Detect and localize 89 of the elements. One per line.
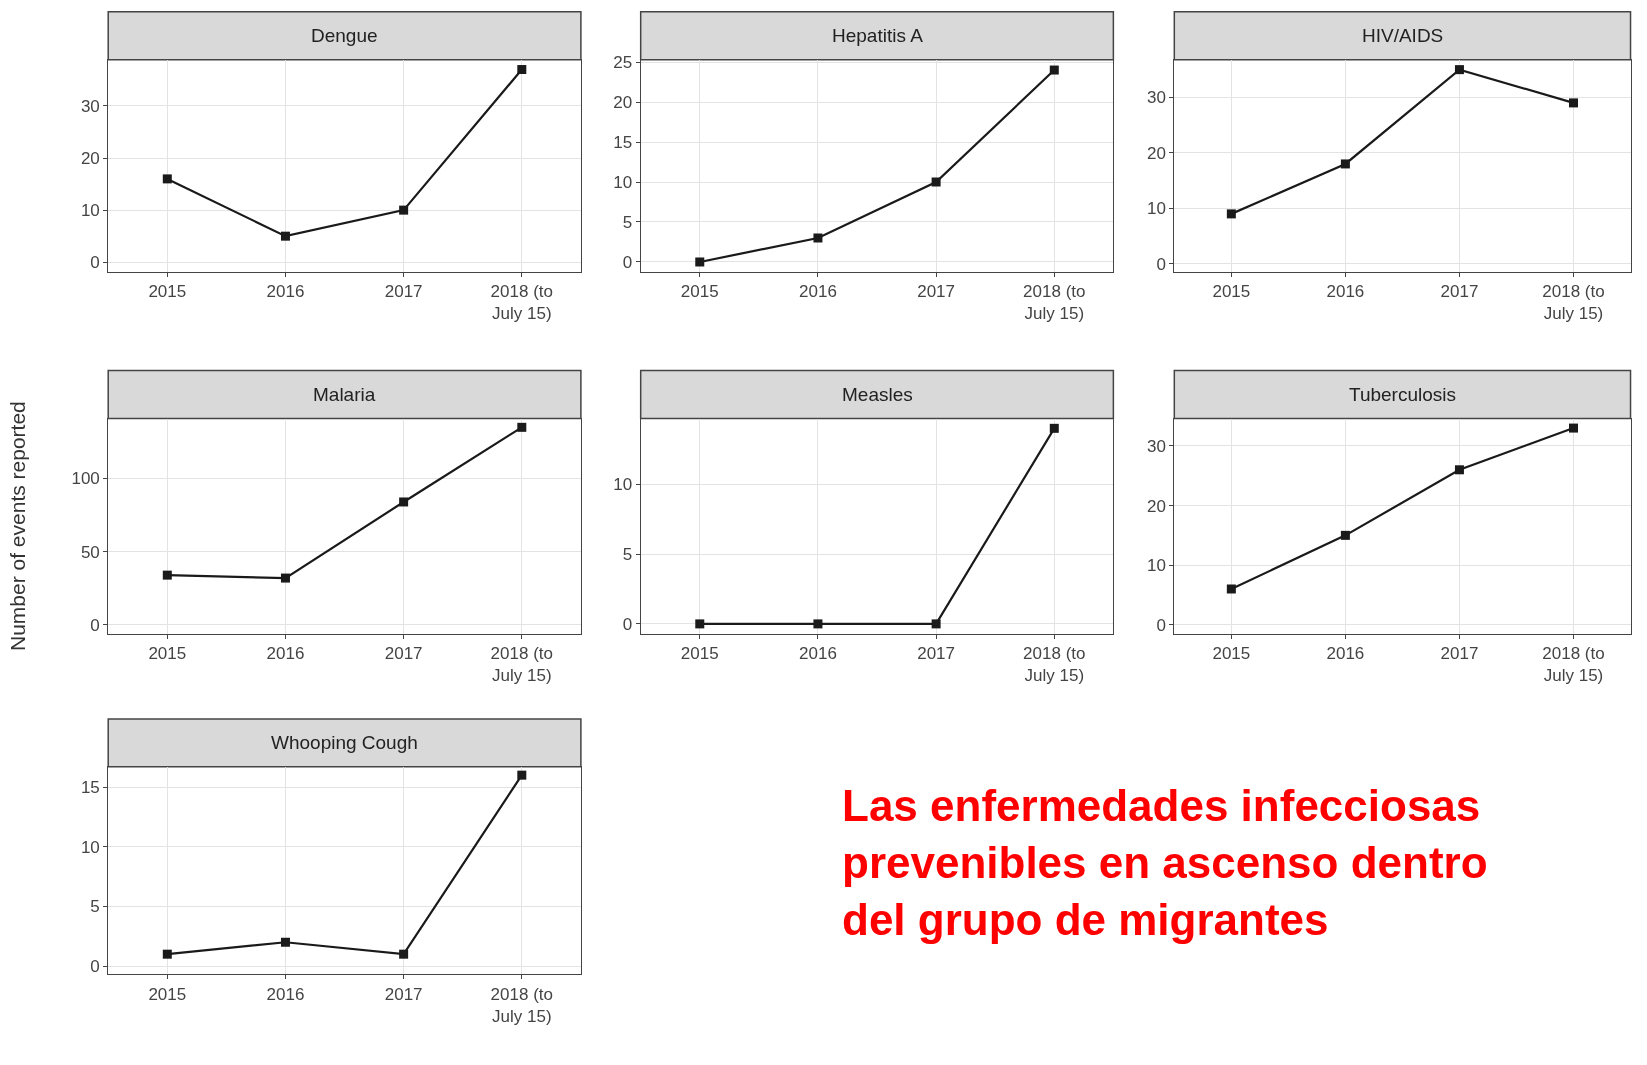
y-tick-label: 30 xyxy=(1146,436,1166,456)
chart-title: HIV/AIDS xyxy=(1362,25,1444,46)
y-tick-label: 0 xyxy=(90,253,100,273)
x-tick-label: 2016 xyxy=(799,281,837,301)
x-tick-label: 2016 xyxy=(1326,644,1365,664)
chart-title: Hepatitis A xyxy=(832,25,924,46)
y-tick-label: 0 xyxy=(1156,615,1166,635)
chart-title: Measles xyxy=(842,384,913,405)
chart-title: Dengue xyxy=(311,25,378,46)
point xyxy=(1340,530,1350,540)
y-tick-label: 50 xyxy=(80,542,100,562)
y-tick-label: 0 xyxy=(90,615,100,635)
y-tick-label: 5 xyxy=(90,897,100,917)
x-tick-label: 2015 xyxy=(680,644,719,664)
y-axis-title: Number of events reported xyxy=(5,401,29,652)
point xyxy=(1569,98,1578,108)
point xyxy=(1340,159,1350,169)
point xyxy=(162,174,172,184)
x-tick-label: 2017 xyxy=(384,644,423,664)
point xyxy=(399,205,409,215)
y-tick-label: 20 xyxy=(80,149,100,169)
y-tick-label: 10 xyxy=(80,837,100,857)
y-tick-label: 20 xyxy=(1146,496,1166,516)
y-tick-label: 30 xyxy=(80,96,100,116)
y-tick-label: 5 xyxy=(622,544,633,564)
x-tick-label: 2016 xyxy=(1326,281,1365,301)
point xyxy=(1049,65,1059,75)
point xyxy=(399,949,409,959)
point xyxy=(1226,209,1236,219)
y-tick-label: 25 xyxy=(613,52,633,72)
x-tick-label: 2018 (to July 15) xyxy=(490,281,553,324)
point xyxy=(162,570,172,580)
x-tick-label: 2015 xyxy=(148,984,187,1004)
x-tick-label: 2018 (to July 15) xyxy=(1542,644,1605,686)
x-tick-label: 2015 xyxy=(148,644,187,664)
point xyxy=(1454,465,1464,475)
x-tick-label: 2017 xyxy=(1440,644,1479,664)
x-tick-label: 2015 xyxy=(148,281,187,301)
point xyxy=(517,770,527,780)
x-tick-label: 2015 xyxy=(1212,644,1251,664)
point xyxy=(1454,65,1464,75)
y-tick-label: 20 xyxy=(613,92,633,112)
chart-title: Tuberculosis xyxy=(1349,384,1457,405)
point xyxy=(1569,423,1578,433)
point xyxy=(162,949,172,959)
x-tick-label: 2018 (to July 15) xyxy=(490,984,553,1026)
y-tick-label: 0 xyxy=(622,252,633,272)
point xyxy=(280,937,290,947)
y-tick-label: 0 xyxy=(622,614,633,634)
x-tick-label: 2017 xyxy=(384,984,423,1004)
x-tick-label: 2017 xyxy=(917,644,956,664)
y-tick-label: 0 xyxy=(1156,254,1166,274)
chart-title: Malaria xyxy=(313,384,376,405)
x-tick-label: 2016 xyxy=(266,984,305,1004)
x-tick-label: 2015 xyxy=(1212,281,1251,301)
x-tick-label: 2015 xyxy=(680,281,719,301)
y-tick-label: 100 xyxy=(71,469,100,489)
y-tick-label: 15 xyxy=(613,132,633,152)
y-tick-label: 10 xyxy=(80,201,100,221)
y-tick-label: 30 xyxy=(1146,88,1166,108)
point xyxy=(931,177,941,187)
y-tick-label: 10 xyxy=(1146,199,1166,219)
x-tick-label: 2017 xyxy=(1440,281,1479,301)
x-tick-label: 2018 (to July 15) xyxy=(490,644,553,686)
point xyxy=(280,573,290,583)
x-tick-label: 2016 xyxy=(799,644,837,664)
y-tick-label: 5 xyxy=(622,212,633,232)
point xyxy=(517,65,527,75)
y-tick-label: 15 xyxy=(80,778,100,798)
point xyxy=(813,233,823,243)
y-tick-label: 10 xyxy=(613,172,633,192)
point xyxy=(517,422,527,432)
x-tick-label: 2018 (to July 15) xyxy=(1023,281,1086,324)
point xyxy=(280,231,290,241)
x-tick-label: 2016 xyxy=(266,644,305,664)
y-tick-label: 10 xyxy=(1146,556,1166,576)
x-tick-label: 2018 (to July 15) xyxy=(1023,644,1086,686)
point xyxy=(1226,584,1236,594)
point xyxy=(695,257,705,267)
y-tick-label: 20 xyxy=(1146,143,1166,163)
y-tick-label: 0 xyxy=(90,957,100,977)
text: Las enfermedades infecciosas prevenibles en ascenso dentro del grupo de migrantes xyxy=(842,781,1488,945)
x-tick-label: 2016 xyxy=(266,281,305,301)
x-tick-label: 2017 xyxy=(917,281,956,301)
x-tick-label: 2018 (to July 15) xyxy=(1542,281,1605,324)
chart-title: Whooping Cough xyxy=(271,732,418,753)
x-tick-label: 2017 xyxy=(384,281,423,301)
point xyxy=(399,497,409,507)
y-tick-label: 10 xyxy=(613,475,633,495)
